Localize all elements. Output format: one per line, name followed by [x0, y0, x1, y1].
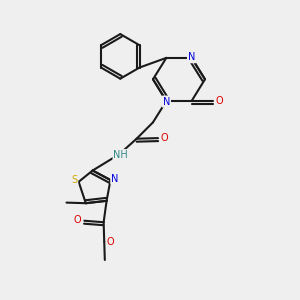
- Text: NH: NH: [113, 150, 128, 160]
- Text: O: O: [161, 133, 168, 143]
- Text: O: O: [107, 237, 115, 247]
- Text: O: O: [216, 96, 224, 106]
- Text: N: N: [163, 97, 170, 106]
- Text: S: S: [71, 175, 77, 185]
- Text: N: N: [188, 52, 195, 62]
- Text: O: O: [74, 215, 82, 225]
- Text: N: N: [111, 173, 118, 184]
